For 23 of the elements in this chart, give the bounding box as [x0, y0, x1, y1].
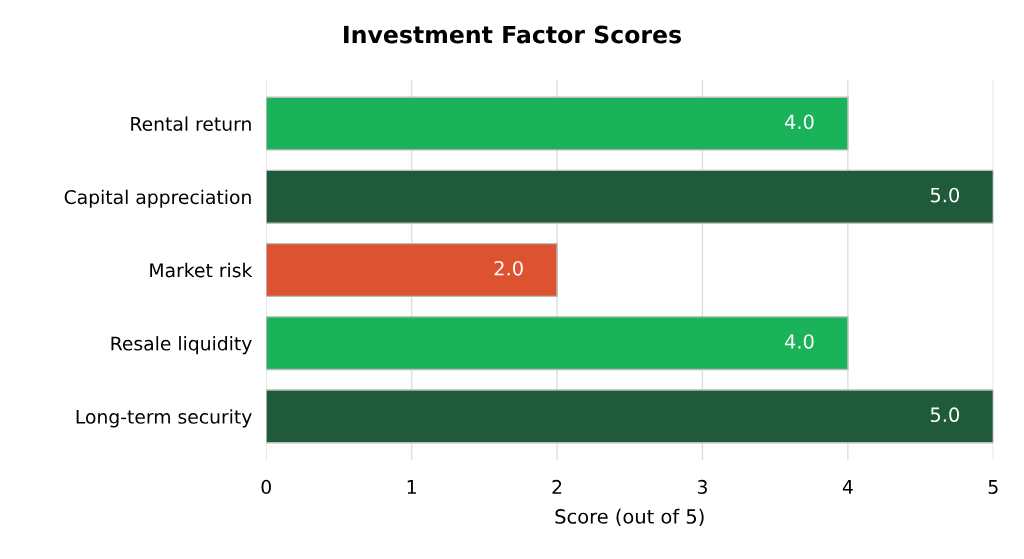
x-tick-label: 5: [988, 480, 998, 495]
y-tick-label: Resale liquidity: [111, 336, 252, 355]
y-tick-label: Capital appreciation: [64, 189, 251, 208]
bar: [266, 169, 994, 224]
x-axis-title: Score (out of 5): [555, 508, 704, 527]
bar: [266, 316, 849, 371]
bar: [266, 96, 849, 151]
x-tick-label: 4: [842, 480, 853, 494]
chart-title: Investment Factor Scores: [344, 25, 682, 44]
x-tick-label: 0: [261, 479, 271, 495]
data-label: 2.0: [494, 260, 523, 276]
y-tick-label: Long-term security: [76, 409, 252, 428]
x-tick-label: 2: [552, 479, 562, 494]
data-label: 4.0: [784, 114, 814, 130]
y-tick-label: Market risk: [150, 262, 253, 278]
x-tick-label: 3: [697, 479, 707, 495]
data-label: 5.0: [930, 407, 960, 423]
data-label: 4.0: [784, 334, 814, 349]
bar: [266, 242, 558, 298]
y-tick-label: Rental return: [131, 116, 251, 131]
data-label: 5.0: [930, 187, 960, 203]
bar: [266, 389, 994, 444]
x-tick-label: 1: [407, 480, 416, 494]
